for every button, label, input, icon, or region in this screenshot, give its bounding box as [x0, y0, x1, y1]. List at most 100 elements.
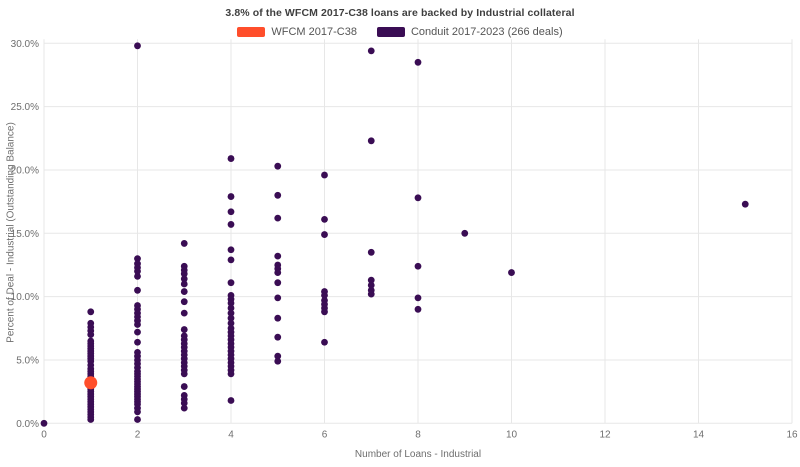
scatter-point[interactable]: [180, 240, 188, 247]
scatter-point[interactable]: [414, 262, 422, 270]
scatter-point[interactable]: [414, 294, 422, 302]
chart-title: 3.8% of the WFCM 2017-C38 loans are back…: [225, 7, 575, 19]
scatter-point[interactable]: [321, 231, 328, 238]
scatter-point[interactable]: [367, 137, 375, 145]
x-axis-title: Number of Loans - Industrial: [354, 449, 482, 460]
x-tick-label: 12: [599, 429, 611, 440]
x-tick-label: 0: [41, 429, 47, 440]
y-tick-label: 30.0%: [11, 39, 39, 50]
scatter-point[interactable]: [461, 229, 469, 237]
scatter-point[interactable]: [274, 294, 282, 302]
x-tick-label: 6: [322, 429, 328, 440]
scatter-point[interactable]: [227, 309, 235, 317]
scatter-point[interactable]: [180, 326, 188, 333]
scatter-point[interactable]: [227, 221, 235, 228]
legend-item-wfcm[interactable]: WFCM 2017-C38: [237, 26, 357, 38]
scatter-point[interactable]: [180, 275, 188, 283]
y-tick-label: 5.0%: [16, 355, 39, 366]
scatter-point[interactable]: [134, 42, 141, 50]
scatter-point[interactable]: [367, 248, 375, 256]
y-tick-label: 20.0%: [11, 165, 39, 176]
scatter-point[interactable]: [227, 155, 235, 162]
scatter-point[interactable]: [321, 308, 328, 316]
scatter-point[interactable]: [414, 194, 422, 202]
x-tick-label: 10: [506, 429, 518, 440]
scatter-point[interactable]: [227, 370, 235, 378]
scatter-point[interactable]: [367, 281, 375, 289]
scatter-point[interactable]: [40, 419, 48, 427]
scatter-point[interactable]: [274, 162, 282, 170]
scatter-point[interactable]: [227, 304, 235, 312]
scatter-point[interactable]: [321, 171, 328, 179]
scatter-point[interactable]: [180, 404, 188, 412]
scatter-point[interactable]: [180, 309, 188, 317]
scatter-point[interactable]: [508, 269, 515, 276]
scatter-point[interactable]: [134, 408, 141, 416]
scatter-point[interactable]: [134, 272, 141, 280]
scatter-point[interactable]: [274, 191, 282, 199]
scatter-point[interactable]: [134, 267, 141, 275]
scatter-point[interactable]: [741, 200, 749, 208]
scatter-point[interactable]: [227, 397, 235, 404]
scatter-point[interactable]: [274, 352, 282, 360]
legend-label-conduit: Conduit 2017-2023 (266 deals): [410, 26, 563, 38]
scatter-point[interactable]: [274, 252, 282, 260]
scatter-point[interactable]: [227, 246, 235, 254]
scatter-point[interactable]: [227, 279, 235, 287]
scatter-point[interactable]: [134, 328, 141, 336]
x-tick-label: 2: [135, 429, 141, 440]
scatter-point[interactable]: [274, 357, 282, 365]
y-axis-title: Percent of Deal - Industrial (Outstandin…: [5, 122, 17, 343]
legend-swatch-wfcm: [237, 27, 266, 37]
legend-swatch-conduit: [376, 27, 405, 37]
scatter-point[interactable]: [321, 338, 328, 346]
scatter-point[interactable]: [84, 376, 98, 390]
scatter-point[interactable]: [227, 193, 235, 200]
scatter-point[interactable]: [414, 58, 422, 66]
scatter-point[interactable]: [87, 308, 95, 316]
scatter-point[interactable]: [180, 383, 188, 390]
x-tick-label: 16: [786, 429, 798, 440]
x-tick-label: 8: [415, 429, 421, 440]
scatter-point[interactable]: [414, 305, 422, 313]
scatter-point[interactable]: [274, 333, 282, 341]
x-tick-label: 14: [693, 429, 705, 440]
scatter-point[interactable]: [227, 314, 235, 322]
scatter-point[interactable]: [274, 314, 282, 322]
legend-item-conduit[interactable]: Conduit 2017-2023 (266 deals): [376, 26, 563, 38]
scatter-point[interactable]: [321, 291, 328, 299]
scatter-point[interactable]: [367, 47, 375, 55]
scatter-point[interactable]: [134, 321, 141, 328]
scatter-point[interactable]: [367, 276, 375, 284]
y-tick-label: 10.0%: [11, 292, 39, 303]
scatter-point[interactable]: [274, 214, 282, 222]
scatter-point[interactable]: [274, 269, 282, 276]
scatter-point[interactable]: [180, 288, 188, 295]
scatter-point[interactable]: [227, 256, 235, 264]
scatter-point[interactable]: [180, 370, 188, 378]
scatter-point[interactable]: [227, 319, 235, 327]
scatter-point[interactable]: [134, 286, 141, 294]
scatter-point[interactable]: [134, 416, 141, 423]
scatter-point[interactable]: [274, 279, 282, 287]
scatter-point[interactable]: [87, 416, 95, 423]
legend: WFCM 2017-C38 Conduit 2017-2023 (266 dea…: [0, 26, 800, 38]
scatter-point[interactable]: [134, 338, 141, 346]
scatter-point[interactable]: [180, 399, 188, 407]
scatter-point[interactable]: [180, 270, 188, 278]
scatter-point[interactable]: [227, 208, 235, 216]
scatter-point[interactable]: [227, 299, 235, 307]
scatter-point[interactable]: [87, 331, 95, 339]
x-tick-label: 4: [228, 429, 234, 440]
y-tick-label: 15.0%: [11, 229, 39, 240]
scatter-point[interactable]: [134, 255, 141, 263]
scatter-point[interactable]: [180, 298, 188, 306]
scatter-point[interactable]: [180, 280, 188, 288]
scatter-point[interactable]: [321, 215, 328, 223]
y-tick-label: 0.0%: [16, 419, 39, 430]
scatter-point[interactable]: [367, 290, 375, 298]
y-tick-label: 25.0%: [11, 102, 39, 113]
legend-label-wfcm: WFCM 2017-C38: [271, 26, 357, 38]
